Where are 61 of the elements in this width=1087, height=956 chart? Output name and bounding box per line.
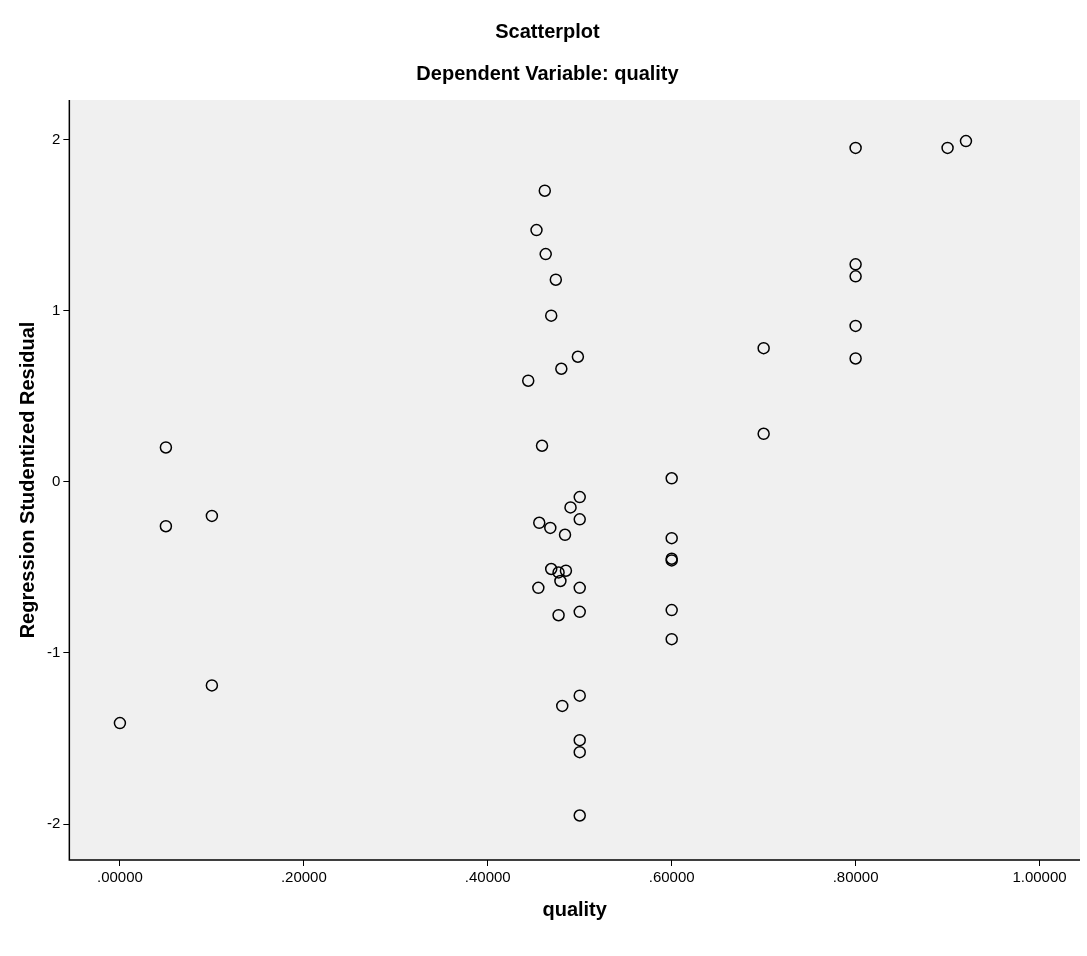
point: [558, 528, 572, 542]
point: [549, 273, 563, 286]
point: [573, 689, 586, 702]
point: [665, 472, 678, 485]
point: [159, 441, 173, 454]
point: [538, 184, 552, 197]
point: [535, 439, 549, 453]
point: [544, 521, 557, 535]
point: [559, 564, 573, 577]
point: [849, 319, 862, 333]
point: [556, 699, 569, 713]
point: [571, 350, 585, 364]
point: [544, 562, 558, 576]
point: [533, 516, 546, 530]
point: [532, 581, 545, 595]
point: [849, 141, 862, 155]
point: [849, 270, 862, 283]
point: [530, 223, 543, 237]
point: [849, 258, 862, 271]
point: [573, 733, 586, 747]
point: [205, 679, 219, 692]
y-tick-label: -1: [46, 643, 61, 661]
x-tick-label: .00000: [96, 868, 143, 886]
point: [205, 509, 219, 523]
point: [573, 490, 586, 504]
point: [564, 501, 577, 514]
y-axis-title: Regression Studentized Residual: [15, 321, 38, 639]
chart-title: Scatterplot: [495, 19, 601, 42]
point: [941, 141, 954, 155]
x-tick-label: .20000: [280, 868, 327, 886]
point: [521, 374, 535, 387]
y-tick-label: 2: [51, 129, 61, 147]
point: [555, 362, 568, 375]
y-tick-label: -2: [46, 814, 61, 832]
point: [757, 341, 770, 355]
point: [665, 632, 678, 646]
point: [757, 427, 770, 441]
y-tick-label: 0: [51, 471, 61, 489]
x-tick-label: .60000: [648, 868, 695, 886]
point: [665, 531, 678, 545]
point: [159, 519, 173, 533]
point: [554, 574, 567, 588]
x-tick-label: 1.00000: [1012, 868, 1067, 886]
chart-subtitle: Dependent Variable: quality: [416, 61, 680, 84]
point: [552, 566, 565, 579]
x-tick-label: .80000: [832, 868, 879, 886]
point: [573, 605, 586, 619]
point: [573, 513, 586, 526]
point: [113, 716, 127, 730]
x-tick-label: .40000: [464, 868, 511, 886]
point: [959, 134, 973, 148]
point: [573, 809, 586, 822]
point: [573, 581, 586, 595]
point: [539, 247, 552, 261]
point: [552, 608, 565, 622]
point: [665, 603, 678, 617]
point: [544, 309, 558, 322]
point: [849, 352, 862, 365]
point: [573, 745, 586, 759]
x-axis-title: quality: [542, 897, 608, 920]
y-tick-label: 1: [51, 300, 61, 318]
